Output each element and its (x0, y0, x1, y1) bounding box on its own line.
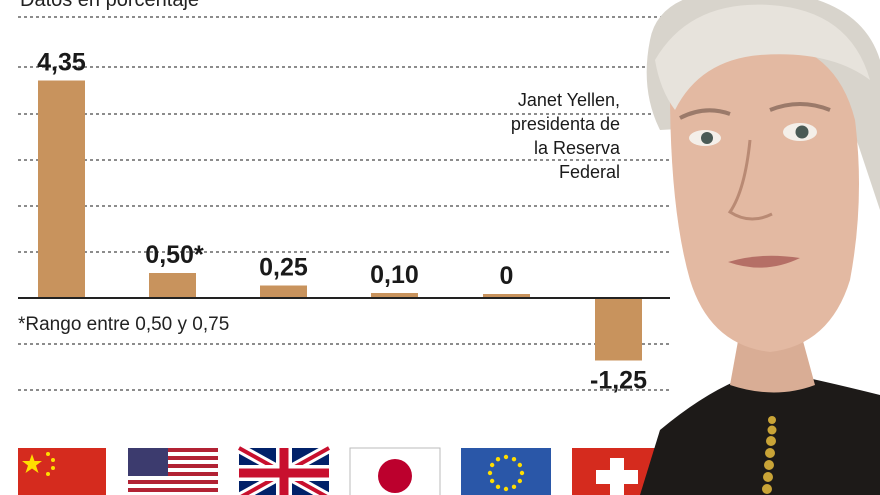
caption-line: Janet Yellen, (517, 90, 620, 110)
bar-1 (149, 273, 196, 298)
eu-star (517, 478, 523, 484)
bar-value-label: 4,35 (37, 49, 86, 77)
gridlines (18, 16, 670, 391)
bar-value-label: 0,10 (370, 261, 419, 289)
eu-star (503, 486, 509, 492)
uk-flag-icon (236, 443, 332, 495)
necklace (762, 416, 777, 494)
bar-value-label: -1,25 (590, 367, 647, 395)
flags (18, 443, 662, 495)
chart-footnote: *Rango entre 0,50 y 0,75 (18, 314, 230, 335)
eu-star (503, 454, 509, 460)
bars (38, 80, 642, 361)
bar-3 (371, 293, 418, 298)
usa-flag-icon (128, 448, 218, 495)
china-flag-icon (18, 448, 106, 495)
bar-labels: 4,35 0,50* 0,25 0,10 0 -1,25 (37, 49, 647, 395)
bar-2 (260, 285, 307, 298)
eu-star (489, 462, 495, 468)
eu-star (511, 484, 517, 490)
eu-star (495, 456, 501, 462)
caption-line: Federal (558, 162, 620, 182)
bar-value-label: 0,50* (145, 241, 204, 269)
bar-0 (38, 80, 85, 298)
eu-star (517, 462, 523, 468)
eu-star (511, 456, 517, 462)
japan-flag-icon (349, 447, 441, 495)
eu-star (519, 470, 525, 476)
eu-star (489, 478, 495, 484)
bar-value-label: 0,25 (259, 254, 308, 282)
eu-star (495, 484, 501, 490)
eu-flag-icon (461, 448, 551, 495)
bar-value-label: 0 (500, 262, 514, 290)
caption-line: la Reserva (533, 138, 620, 158)
eu-star (487, 470, 493, 476)
chart-subtitle: Datos en porcentaje (20, 0, 200, 11)
photo-caption: Janet Yellen, presidenta de la Reserva F… (470, 88, 620, 184)
caption-line: presidenta de (510, 114, 620, 134)
bar-5 (595, 298, 642, 361)
janet-yellen-portrait (640, 0, 880, 495)
bar-4 (483, 294, 530, 298)
eu-stars (487, 454, 525, 492)
